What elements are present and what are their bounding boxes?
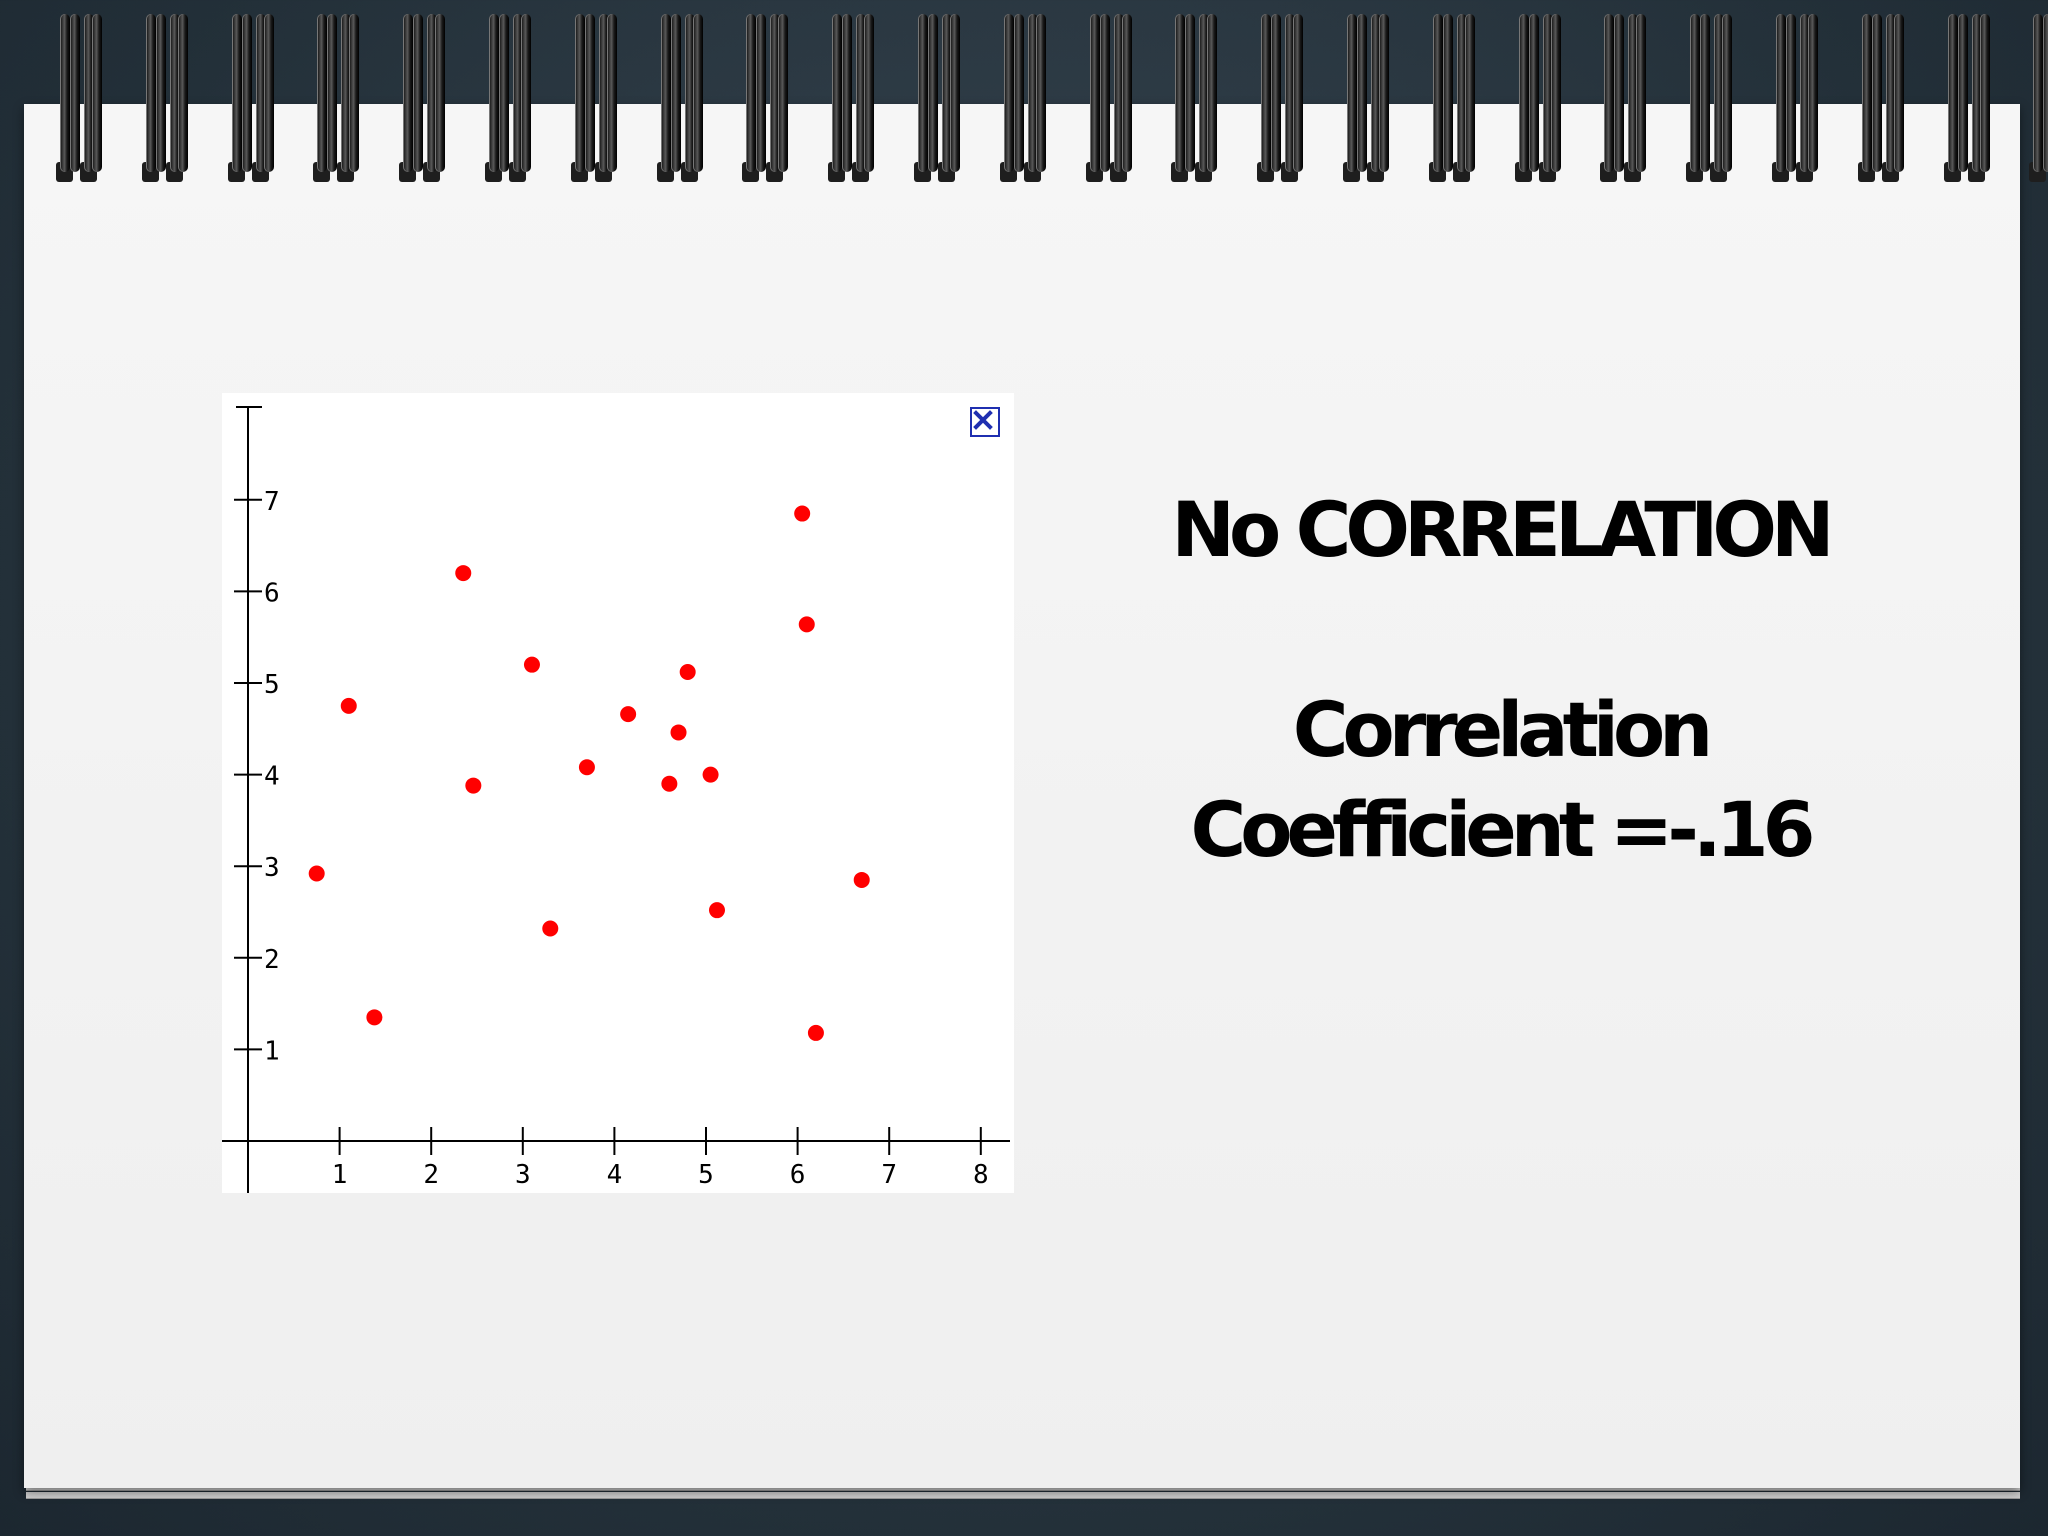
spiral-binding: [0, 0, 2048, 190]
binding-ring: [2029, 14, 2048, 182]
binding-ring: [56, 14, 102, 182]
binding-ring: [1514, 14, 1561, 182]
x-tick-label: 6: [790, 1160, 806, 1190]
binding-ring: [656, 14, 703, 182]
data-point: [578, 759, 595, 776]
y-tick-label: 6: [264, 578, 280, 608]
binding-ring: [313, 14, 360, 182]
data-point: [794, 505, 811, 522]
binding-ring: [1343, 14, 1389, 182]
data-point: [798, 616, 815, 633]
binding-ring: [1686, 14, 1733, 182]
data-point: [702, 766, 719, 783]
slide-heading: No CORRELATION: [1171, 485, 1834, 574]
x-tick-label: 4: [607, 1160, 623, 1190]
data-point: [679, 664, 696, 681]
slide-text: No CORRELATION Correlation Coefficient =…: [1110, 480, 1890, 880]
binding-ring: [1857, 14, 1904, 182]
binding-ring: [1171, 14, 1218, 182]
y-tick-label: 4: [264, 762, 280, 792]
data-point: [807, 1024, 824, 1041]
binding-ring: [914, 14, 960, 182]
x-tick-label: 1: [332, 1160, 348, 1190]
scatter-plot-svg: 1 2 3 4 5 6 7 8 1 2 3 4 5 6 7: [222, 406, 1010, 1193]
data-point: [455, 565, 472, 582]
binding-ring: [141, 14, 188, 182]
binding-ring: [1257, 14, 1304, 182]
data-point: [523, 656, 540, 673]
y-tick-label: 3: [264, 853, 280, 883]
x-tick-label: 7: [881, 1160, 897, 1190]
data-point: [308, 865, 325, 882]
close-button[interactable]: [970, 407, 1000, 437]
data-point: [366, 1009, 383, 1026]
close-icon: [973, 410, 993, 430]
x-tick-label: 8: [973, 1160, 989, 1190]
binding-ring: [399, 14, 446, 182]
x-tick-label: 3: [515, 1160, 531, 1190]
binding-ring: [1600, 14, 1647, 182]
y-tick-label: 1: [264, 1036, 280, 1066]
data-point: [661, 775, 678, 792]
binding-ring: [828, 14, 875, 182]
binding-ring: [1943, 14, 1990, 182]
coefficient-line-2: Coefficient =-.16: [1190, 785, 1815, 874]
y-tick-label: 2: [264, 945, 280, 975]
data-point: [670, 724, 687, 741]
binding-ring: [742, 14, 789, 182]
data-point: [465, 777, 482, 794]
binding-ring: [227, 14, 274, 182]
data-point: [340, 697, 357, 714]
y-tick-label: 7: [264, 487, 280, 517]
data-point: [542, 920, 559, 937]
data-point: [853, 871, 870, 888]
binding-ring: [1772, 14, 1818, 182]
binding-ring: [1085, 14, 1132, 182]
binding-ring: [1428, 14, 1475, 182]
y-tick-label: 5: [264, 670, 280, 700]
data-point: [708, 902, 725, 919]
x-tick-label: 5: [698, 1160, 714, 1190]
scatter-chart: 1 2 3 4 5 6 7 8 1 2 3 4 5 6 7: [222, 393, 1014, 1193]
correlation-label: Correlation Coefficient =-.16: [1110, 680, 1890, 880]
binding-ring: [999, 14, 1046, 182]
coefficient-line-1: Correlation: [1292, 685, 1714, 774]
binding-ring: [485, 14, 531, 182]
x-tick-label: 2: [423, 1160, 439, 1190]
data-point: [620, 706, 637, 723]
binding-ring: [570, 14, 617, 182]
